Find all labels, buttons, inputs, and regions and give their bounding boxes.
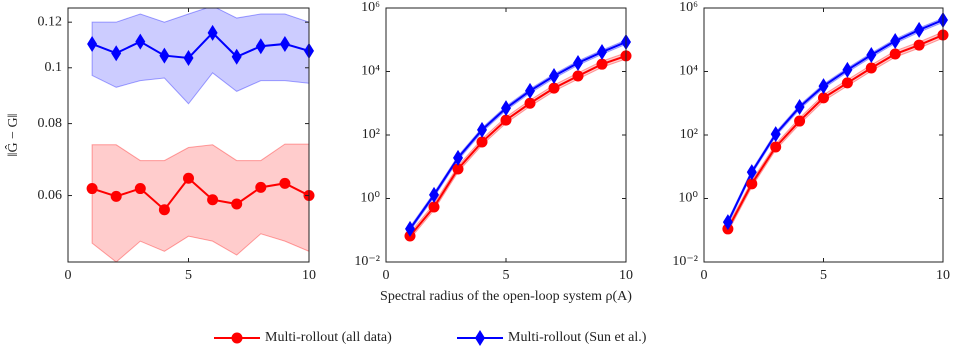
marker [110, 190, 122, 202]
x-tick-label: 0 [383, 268, 390, 283]
marker [134, 183, 146, 195]
band [727, 31, 943, 233]
marker [255, 181, 267, 193]
x-tick-label: 0 [65, 268, 72, 283]
marker [890, 33, 901, 50]
series-line [727, 34, 943, 230]
y-tick-label: 10⁻² [672, 254, 698, 269]
marker [279, 177, 291, 189]
marker [255, 38, 266, 55]
series-line [409, 41, 626, 230]
marker [770, 141, 782, 153]
legend-marker [475, 330, 485, 346]
legend: Multi-rollout (all data) Multi-rollout (S… [214, 330, 647, 346]
y-tick-label: 0.1 [45, 60, 63, 75]
marker [913, 39, 925, 51]
y-tick-label: 0.12 [38, 14, 63, 29]
marker [87, 35, 98, 52]
legend-label: Multi-rollout (all data) [265, 330, 392, 345]
marker [500, 114, 512, 126]
plot-area [91, 8, 309, 262]
marker [722, 214, 733, 231]
x-tick-label: 5 [503, 268, 510, 283]
marker [573, 54, 583, 71]
plot-area [409, 39, 626, 241]
marker [770, 126, 781, 143]
marker [914, 21, 925, 38]
marker [524, 97, 536, 109]
marker [476, 136, 488, 148]
y-tick-label: 0.06 [38, 188, 63, 203]
marker [596, 58, 608, 70]
marker [889, 48, 901, 60]
band [727, 17, 943, 225]
y-tick-label: 10⁰ [360, 191, 380, 206]
marker [86, 183, 98, 195]
y-tick-label: 0.08 [38, 116, 63, 131]
x-tick-label: 10 [302, 268, 316, 283]
marker [818, 78, 829, 95]
y-tick-label: 10⁴ [679, 64, 698, 79]
series-line [91, 31, 309, 60]
x-tick-label: 5 [820, 268, 827, 283]
marker [842, 61, 853, 78]
marker [865, 62, 877, 74]
band [409, 39, 626, 233]
x-tick-label: 0 [701, 268, 708, 283]
legend-marker [231, 332, 243, 344]
marker [207, 24, 218, 41]
series-line [726, 19, 943, 223]
band [409, 52, 626, 241]
plot-area [726, 17, 943, 233]
x-tick-label: 10 [619, 268, 633, 283]
marker [231, 48, 242, 65]
marker [183, 172, 194, 184]
marker [135, 33, 146, 50]
marker [453, 149, 463, 166]
y-tick-label: 10⁴ [361, 64, 380, 79]
y-axis-label: ‖Ĝ − G‖ [4, 114, 21, 157]
marker [525, 82, 535, 99]
marker [597, 44, 607, 61]
y-tick-label: 10² [362, 127, 380, 142]
y-tick-label: 10² [680, 127, 698, 142]
x-tick-label: 10 [936, 268, 950, 283]
marker [794, 99, 805, 116]
marker [549, 68, 559, 85]
legend-label: Multi-rollout (Sun et al.) [508, 330, 647, 345]
marker [111, 45, 122, 62]
y-tick-label: 10⁻² [354, 254, 380, 269]
marker [501, 100, 511, 117]
marker [158, 204, 170, 216]
marker [746, 178, 758, 190]
marker [477, 121, 487, 138]
marker [428, 201, 440, 213]
marker [207, 194, 219, 206]
marker [159, 47, 170, 64]
band [91, 143, 309, 262]
marker [548, 82, 560, 94]
series-line [409, 54, 626, 237]
x-axis-label: Spectral radius of the open-loop system … [380, 289, 632, 304]
band [91, 8, 309, 105]
marker [572, 70, 584, 82]
marker [818, 92, 829, 104]
marker [183, 49, 194, 66]
marker [429, 186, 439, 203]
marker [405, 220, 415, 237]
y-tick-label: 10⁶ [679, 0, 698, 15]
marker [452, 163, 464, 175]
series-line [91, 176, 309, 212]
marker [866, 47, 877, 64]
x-tick-label: 5 [185, 268, 192, 283]
y-tick-label: 10⁰ [678, 191, 698, 206]
y-tick-label: 10⁶ [361, 0, 380, 15]
marker [841, 77, 853, 89]
marker [794, 115, 806, 127]
marker [279, 35, 290, 52]
marker [746, 164, 757, 181]
marker [231, 198, 243, 210]
